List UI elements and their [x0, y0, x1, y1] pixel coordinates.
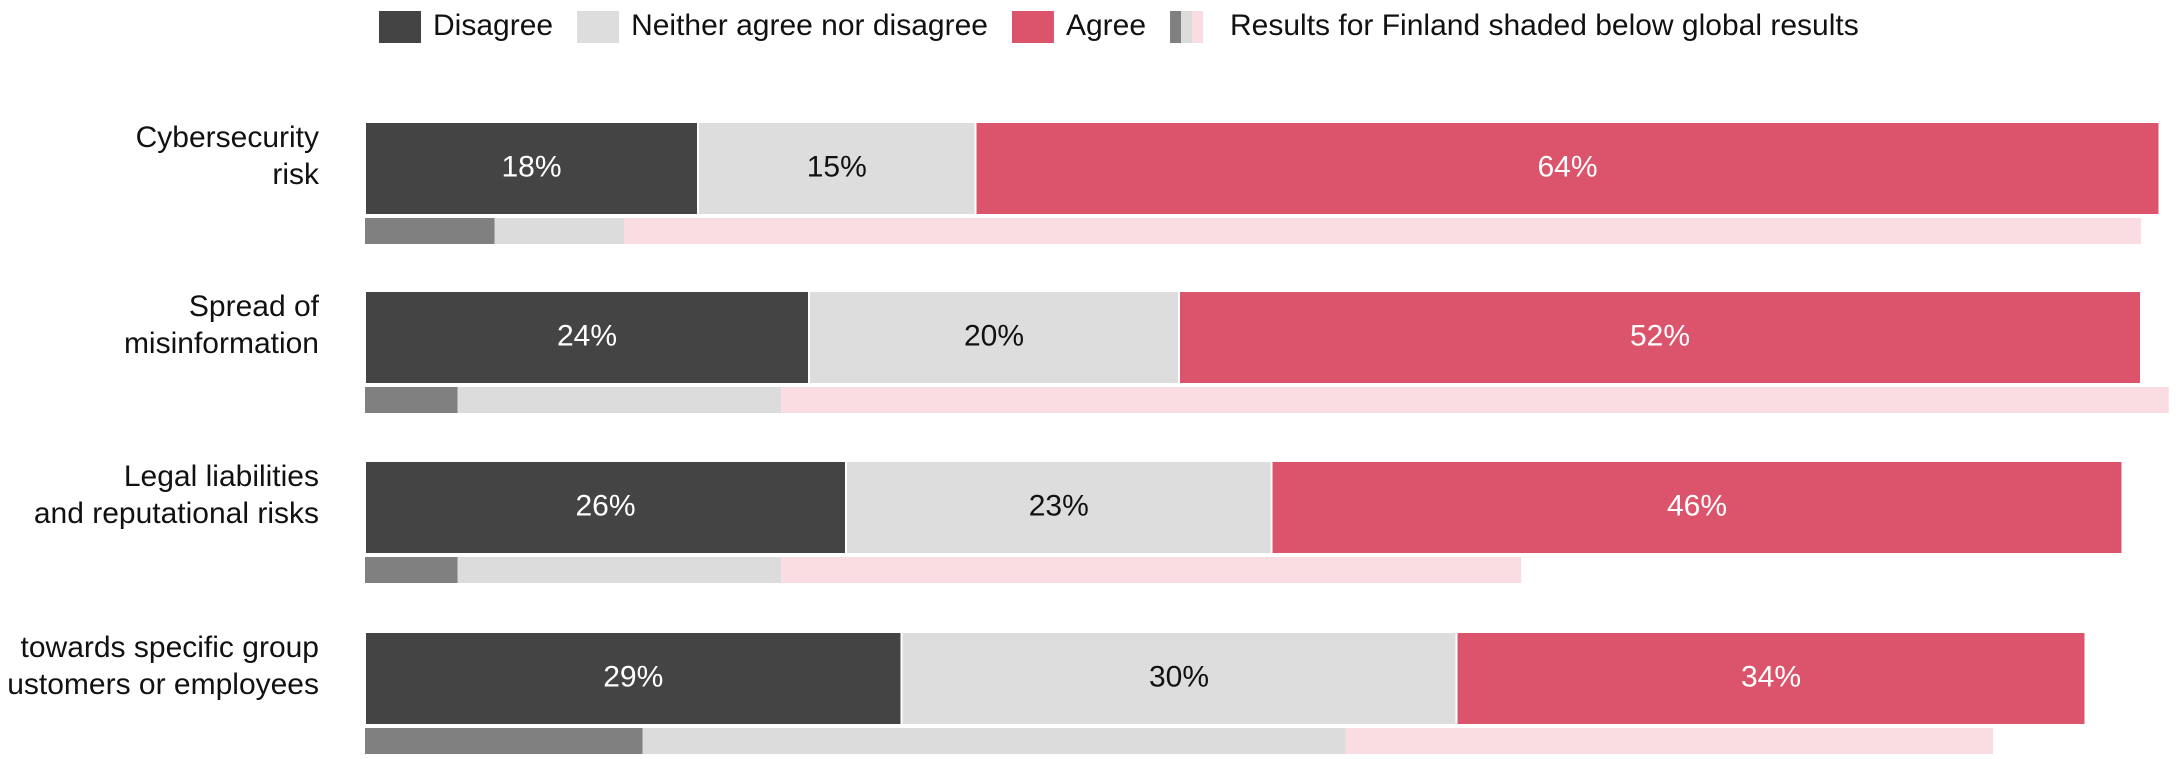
legend-label: Disagree: [433, 9, 553, 42]
legend-swatch: [1011, 11, 1054, 43]
legend-label: Neither agree nor disagree: [631, 9, 988, 42]
value-label: 18%: [501, 150, 561, 183]
category-label: ustomers or employees: [7, 668, 319, 701]
legend-swatch: [1181, 11, 1193, 43]
value-label: 24%: [557, 319, 617, 352]
bar-segment: [364, 121, 699, 216]
category-label: towards specific group: [21, 631, 319, 664]
legend-swatch: [577, 11, 620, 43]
finland-bar-segment: [642, 728, 1346, 754]
finland-bar-segment: [457, 387, 782, 413]
bar-segment: [1455, 631, 2087, 726]
category-label: and reputational risks: [34, 497, 319, 530]
legend-swatch: [379, 11, 421, 43]
finland-bar-segment: [365, 728, 643, 754]
value-label: 26%: [575, 489, 635, 522]
value-label: 30%: [1149, 660, 1209, 693]
category-label: misinformation: [124, 327, 319, 360]
category-label: Cybersecurity: [136, 121, 319, 154]
value-label: 29%: [603, 660, 663, 693]
finland-bar-segment: [494, 218, 624, 244]
finland-bar-segment: [781, 387, 2169, 413]
value-label: 52%: [1630, 319, 1690, 352]
category-label: risk: [272, 158, 320, 191]
bar-segment: [974, 121, 2161, 216]
finland-bar-segment: [624, 218, 2141, 244]
bar-segment: [845, 460, 1273, 555]
category-label: Spread of: [189, 290, 320, 323]
value-label: 23%: [1029, 489, 1089, 522]
bar-segment: [364, 631, 903, 726]
finland-bar-segment: [781, 557, 1522, 583]
bar-segment: [364, 290, 810, 385]
legend-label: Results for Finland shaded below global …: [1230, 9, 1859, 42]
finland-bar-segment: [365, 557, 458, 583]
finland-bar-segment: [365, 387, 458, 413]
finland-bar-segment: [1345, 728, 1993, 754]
finland-bar-segment: [457, 557, 782, 583]
finland-bar-segment: [365, 218, 495, 244]
value-label: 46%: [1667, 489, 1727, 522]
bar-segment: [808, 290, 1180, 385]
bar-segment: [1178, 290, 2142, 385]
bar-segment: [364, 460, 847, 555]
bar-segment: [1270, 460, 2124, 555]
bar-segment: [697, 121, 977, 216]
value-label: 64%: [1537, 150, 1597, 183]
legend-label: Agree: [1066, 9, 1146, 42]
legend-swatch: [1192, 11, 1204, 43]
legend-swatch: [1170, 11, 1182, 43]
value-label: 20%: [964, 319, 1024, 352]
value-label: 15%: [807, 150, 867, 183]
category-label: Legal liabilities: [124, 460, 319, 493]
value-label: 34%: [1741, 660, 1801, 693]
